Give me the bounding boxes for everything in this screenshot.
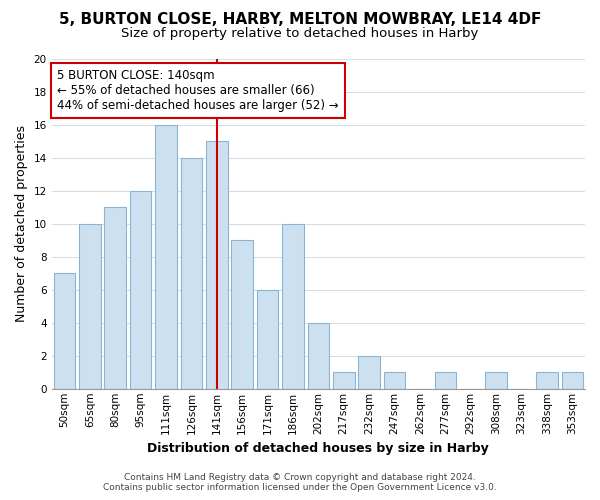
Bar	[257, 290, 278, 389]
Bar	[434, 372, 456, 389]
Text: 5 BURTON CLOSE: 140sqm
← 55% of detached houses are smaller (66)
44% of semi-det: 5 BURTON CLOSE: 140sqm ← 55% of detached…	[57, 69, 338, 112]
Bar	[232, 240, 253, 389]
Bar	[130, 191, 151, 389]
Bar	[536, 372, 557, 389]
Bar	[333, 372, 355, 389]
Bar	[358, 356, 380, 389]
Bar	[308, 323, 329, 389]
Text: 5, BURTON CLOSE, HARBY, MELTON MOWBRAY, LE14 4DF: 5, BURTON CLOSE, HARBY, MELTON MOWBRAY, …	[59, 12, 541, 28]
Bar	[485, 372, 507, 389]
Bar	[181, 158, 202, 389]
X-axis label: Distribution of detached houses by size in Harby: Distribution of detached houses by size …	[148, 442, 489, 455]
Bar	[53, 274, 75, 389]
Bar	[206, 142, 227, 389]
Bar	[562, 372, 583, 389]
Bar	[155, 125, 177, 389]
Text: Size of property relative to detached houses in Harby: Size of property relative to detached ho…	[121, 28, 479, 40]
Bar	[104, 208, 126, 389]
Bar	[384, 372, 406, 389]
Bar	[79, 224, 101, 389]
Bar	[282, 224, 304, 389]
Text: Contains HM Land Registry data © Crown copyright and database right 2024.
Contai: Contains HM Land Registry data © Crown c…	[103, 473, 497, 492]
Y-axis label: Number of detached properties: Number of detached properties	[15, 126, 28, 322]
